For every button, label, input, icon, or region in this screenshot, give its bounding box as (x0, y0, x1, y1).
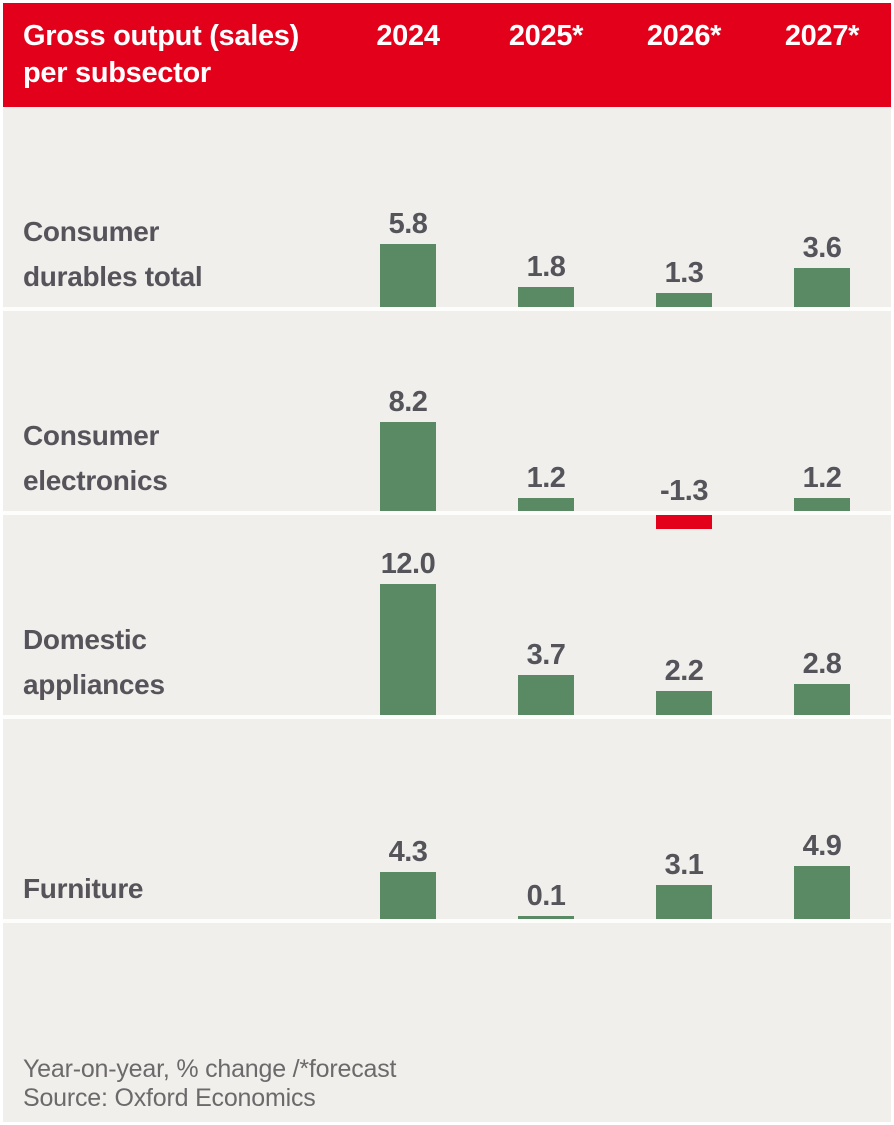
value-label: 8.2 (388, 386, 428, 418)
bar-positive (794, 866, 850, 919)
value-label: 2.2 (664, 655, 704, 687)
value-label: 3.1 (664, 849, 704, 881)
row-label-line: Furniture (23, 873, 144, 904)
value-label: 0.1 (526, 880, 566, 912)
chart-row: Consumer electronics 8.2 1.2 -1.3 1.2 (3, 311, 891, 529)
column-header-3: 2026* (646, 20, 722, 52)
bar-cell: 1.8 (477, 107, 615, 307)
bar-cell: 3.6 (753, 107, 891, 307)
bar-cell: 1.2 (477, 311, 615, 511)
bar-cell: 4.9 (753, 719, 891, 919)
bar-positive (380, 422, 436, 511)
chart-title: Gross output (sales) per subsector (3, 3, 339, 92)
bar-cell: 12.0 (339, 515, 477, 715)
bar-positive (656, 885, 712, 919)
column-header-1: 2024 (376, 20, 440, 52)
bar-cell: 3.1 (615, 719, 753, 919)
chart-header: Gross output (sales) per subsector 2024 2… (3, 3, 891, 107)
bar-cell: 3.7 (477, 515, 615, 715)
chart-row: Furniture 4.3 0.1 3.1 4.9 (3, 719, 891, 923)
bar-cell: 1.3 (615, 107, 753, 307)
row-label-line: Consumer (23, 216, 160, 247)
bar-positive (518, 675, 574, 715)
bar-positive (794, 684, 850, 715)
column-header-4: 2027* (784, 20, 860, 52)
row-label: Furniture (3, 719, 339, 919)
bar-positive (794, 268, 850, 307)
value-label: 3.7 (526, 639, 566, 671)
row-label-line: appliances (23, 669, 165, 700)
bar-cell: 2.2 (615, 515, 753, 715)
bar-cell: 2.8 (753, 515, 891, 715)
row-label-line: Consumer (23, 420, 160, 451)
row-label-line: durables total (23, 261, 203, 292)
chart-title-line1: Gross output (sales) (23, 20, 299, 52)
row-label-line: Domestic (23, 624, 147, 655)
chart-card: Gross output (sales) per subsector 2024 2… (3, 3, 891, 1122)
value-label: 1.8 (526, 251, 566, 283)
chart-row: Consumer durables total 5.8 1.8 1.3 3.6 (3, 107, 891, 311)
chart-title-line2: per subsector (23, 57, 211, 89)
bar-positive (518, 498, 574, 511)
chart-body: Consumer durables total 5.8 1.8 1.3 3.6 Consum… (3, 107, 891, 923)
bar-positive (380, 584, 436, 715)
bar-positive (656, 293, 712, 307)
bar-positive (380, 244, 436, 307)
value-label: 3.6 (802, 232, 842, 264)
bar-cell: 5.8 (339, 107, 477, 307)
bar-positive (380, 872, 436, 919)
row-label: Consumer durables total (3, 107, 339, 307)
value-label: 12.0 (380, 548, 436, 580)
column-header-2: 2025* (508, 20, 584, 52)
value-label: 4.3 (388, 836, 428, 868)
row-label: Domestic appliances (3, 515, 339, 715)
chart-footnotes: Year-on-year, % change /*forecast Source… (3, 923, 891, 1113)
value-label: 5.8 (388, 208, 428, 240)
bar-cell: 8.2 (339, 311, 477, 511)
row-label-line: electronics (23, 465, 168, 496)
value-label: 1.3 (664, 257, 704, 289)
bar-positive (656, 691, 712, 715)
source-note: Source: Oxford Economics (23, 1084, 316, 1112)
value-label: 1.2 (526, 462, 566, 494)
bar-negative (656, 515, 712, 529)
unit-note: Year-on-year, % change /*forecast (23, 1055, 397, 1083)
bar-cell: 1.2 (753, 311, 891, 511)
row-label: Consumer electronics (3, 311, 339, 511)
chart-row: Domestic appliances 12.0 3.7 2.2 2.8 (3, 515, 891, 719)
bar-cell: 0.1 (477, 719, 615, 919)
bar-positive (794, 498, 850, 511)
value-label: 2.8 (802, 648, 842, 680)
bar-cell: 4.3 (339, 719, 477, 919)
value-label: 4.9 (802, 830, 842, 862)
bar-cell: -1.3 (615, 311, 753, 529)
bar-positive (518, 916, 574, 919)
bar-positive (518, 287, 574, 307)
value-label: -1.3 (660, 475, 708, 507)
value-label: 1.2 (802, 462, 842, 494)
